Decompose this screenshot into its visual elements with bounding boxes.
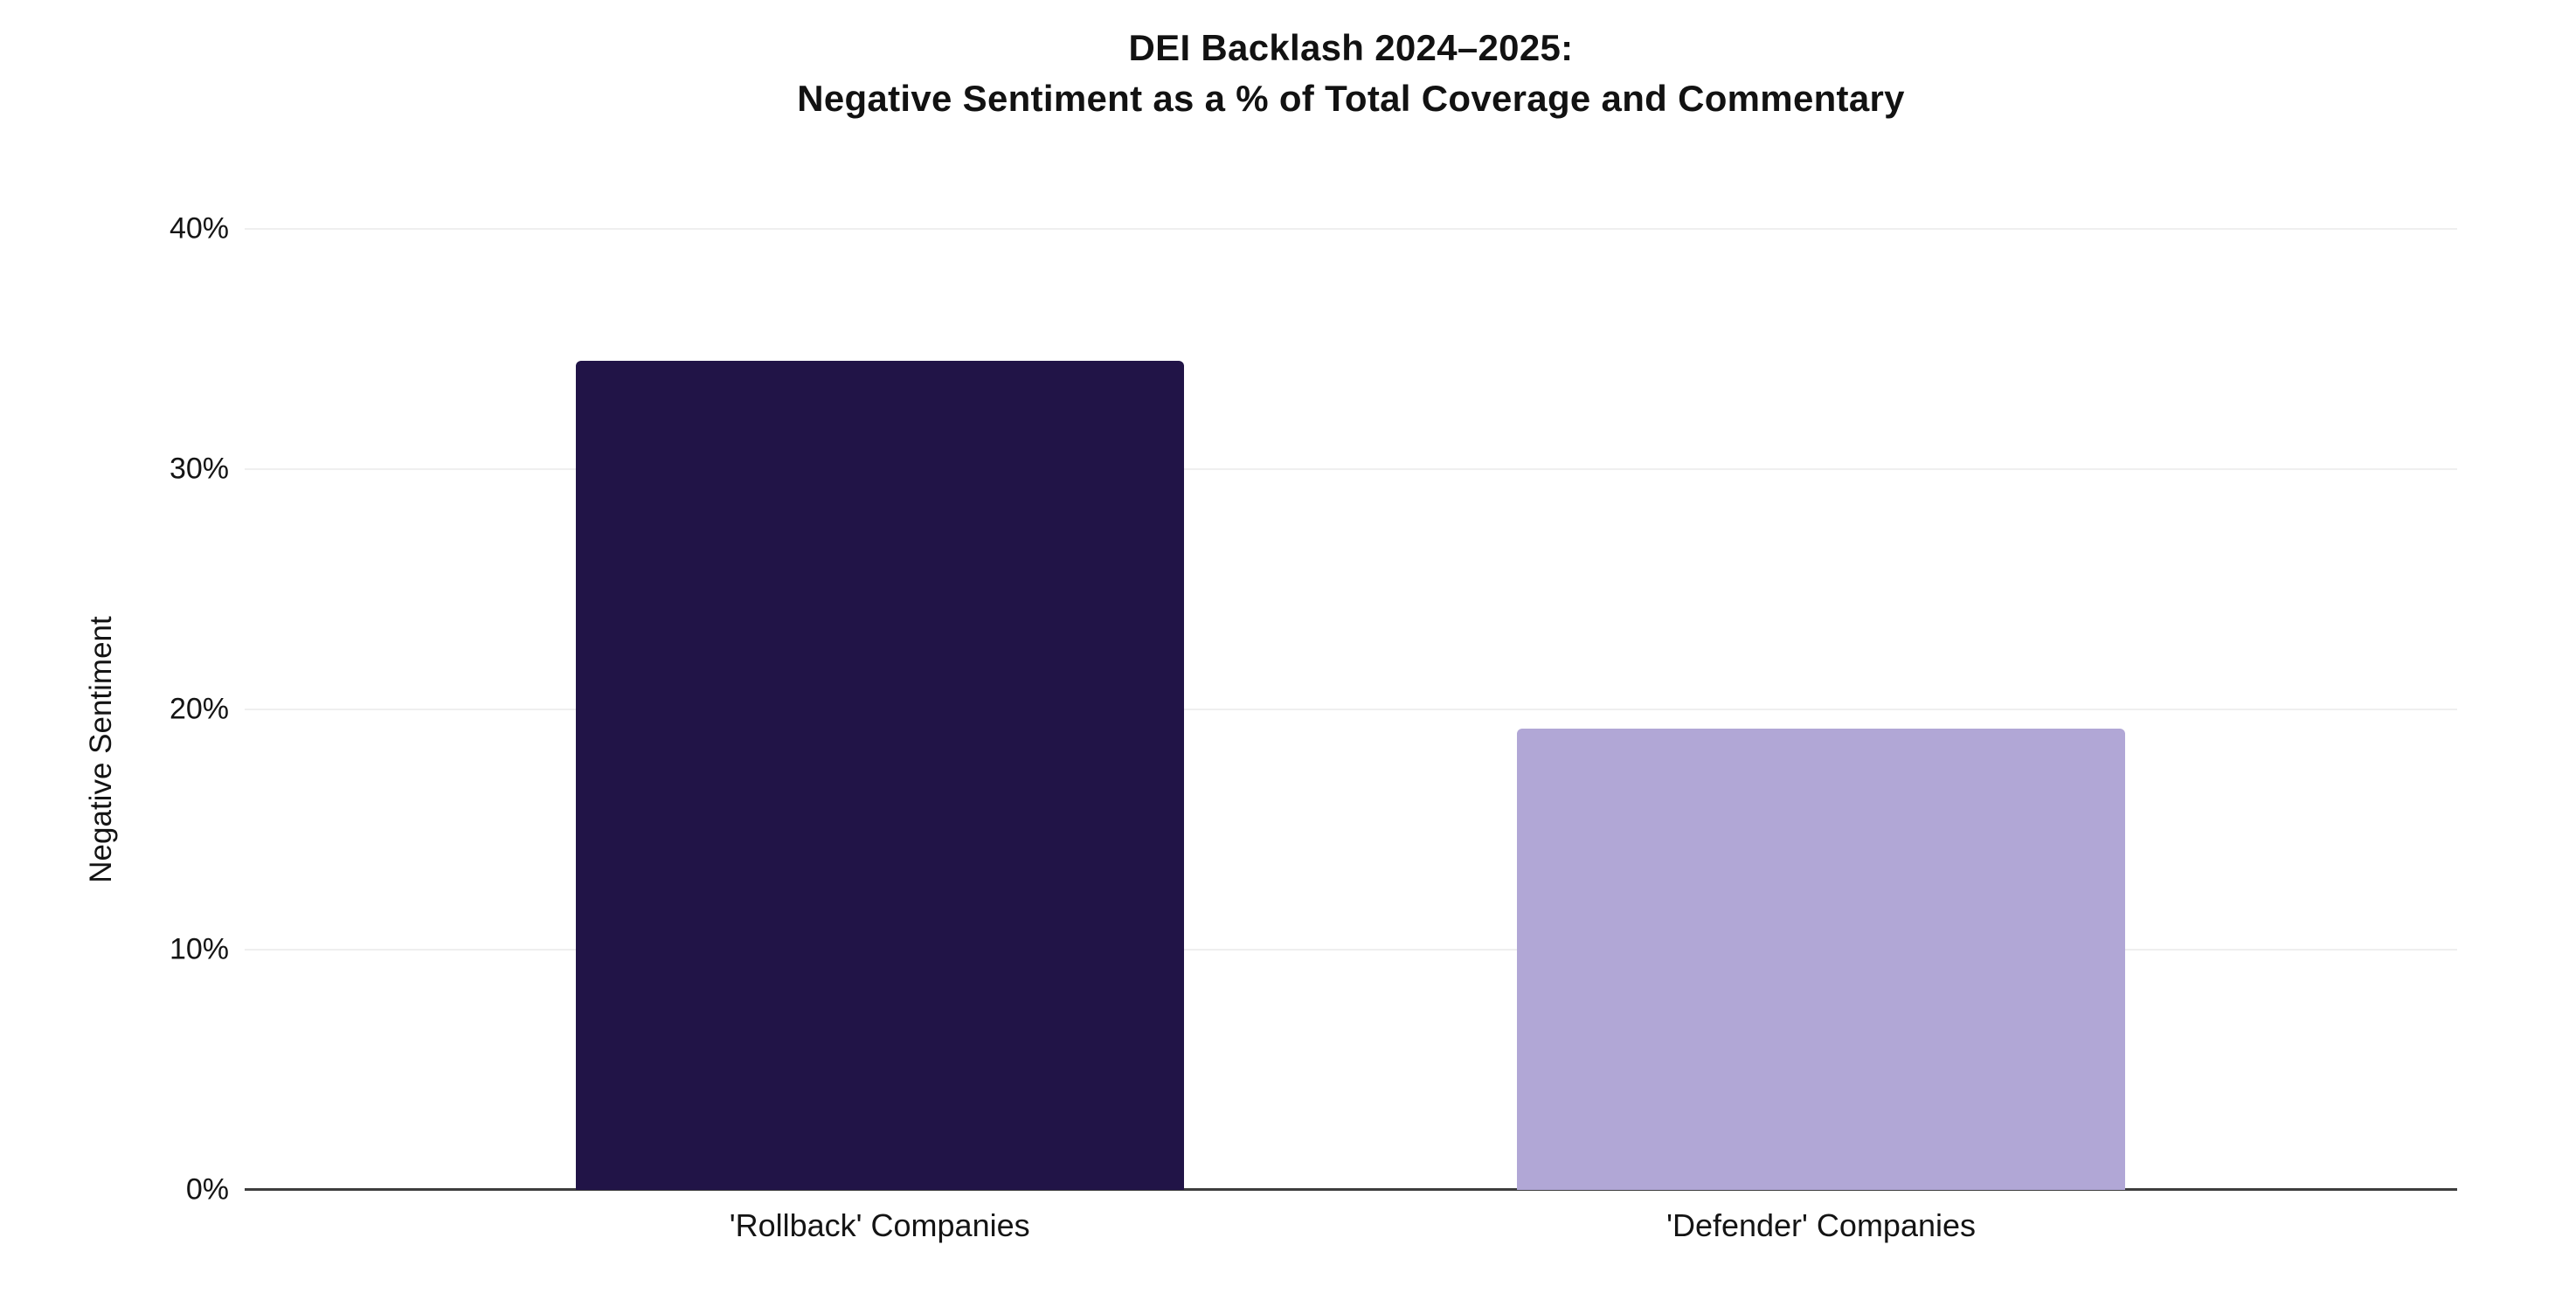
y-tick-label: 40% <box>169 211 229 245</box>
chart-title: DEI Backlash 2024–2025: Negative Sentime… <box>245 23 2457 124</box>
y-axis-title: Negative Sentiment <box>84 616 118 883</box>
x-category-label: 'Defender' Companies <box>1666 1207 1977 1243</box>
bar-defender <box>1516 729 2126 1190</box>
bar-rollback <box>575 361 1184 1190</box>
y-tick-label: 30% <box>169 452 229 486</box>
x-category-label: 'Rollback' Companies <box>729 1207 1030 1243</box>
chart-title-line2: Negative Sentiment as a % of Total Cover… <box>797 78 1905 119</box>
gridline <box>245 709 2457 710</box>
gridline <box>245 228 2457 230</box>
plot-area: 40% 30% 20% 10% 0% 'Rollback' Companies 'Defen… <box>170 212 2457 1243</box>
gridline <box>245 949 2457 951</box>
y-tick-label: 10% <box>169 932 229 966</box>
x-axis-line <box>245 1188 2457 1191</box>
gridline <box>245 468 2457 470</box>
y-tick-label: 20% <box>169 692 229 726</box>
chart-title-line1: DEI Backlash 2024–2025: <box>1128 27 1574 68</box>
y-tick-label: 0% <box>185 1172 229 1207</box>
